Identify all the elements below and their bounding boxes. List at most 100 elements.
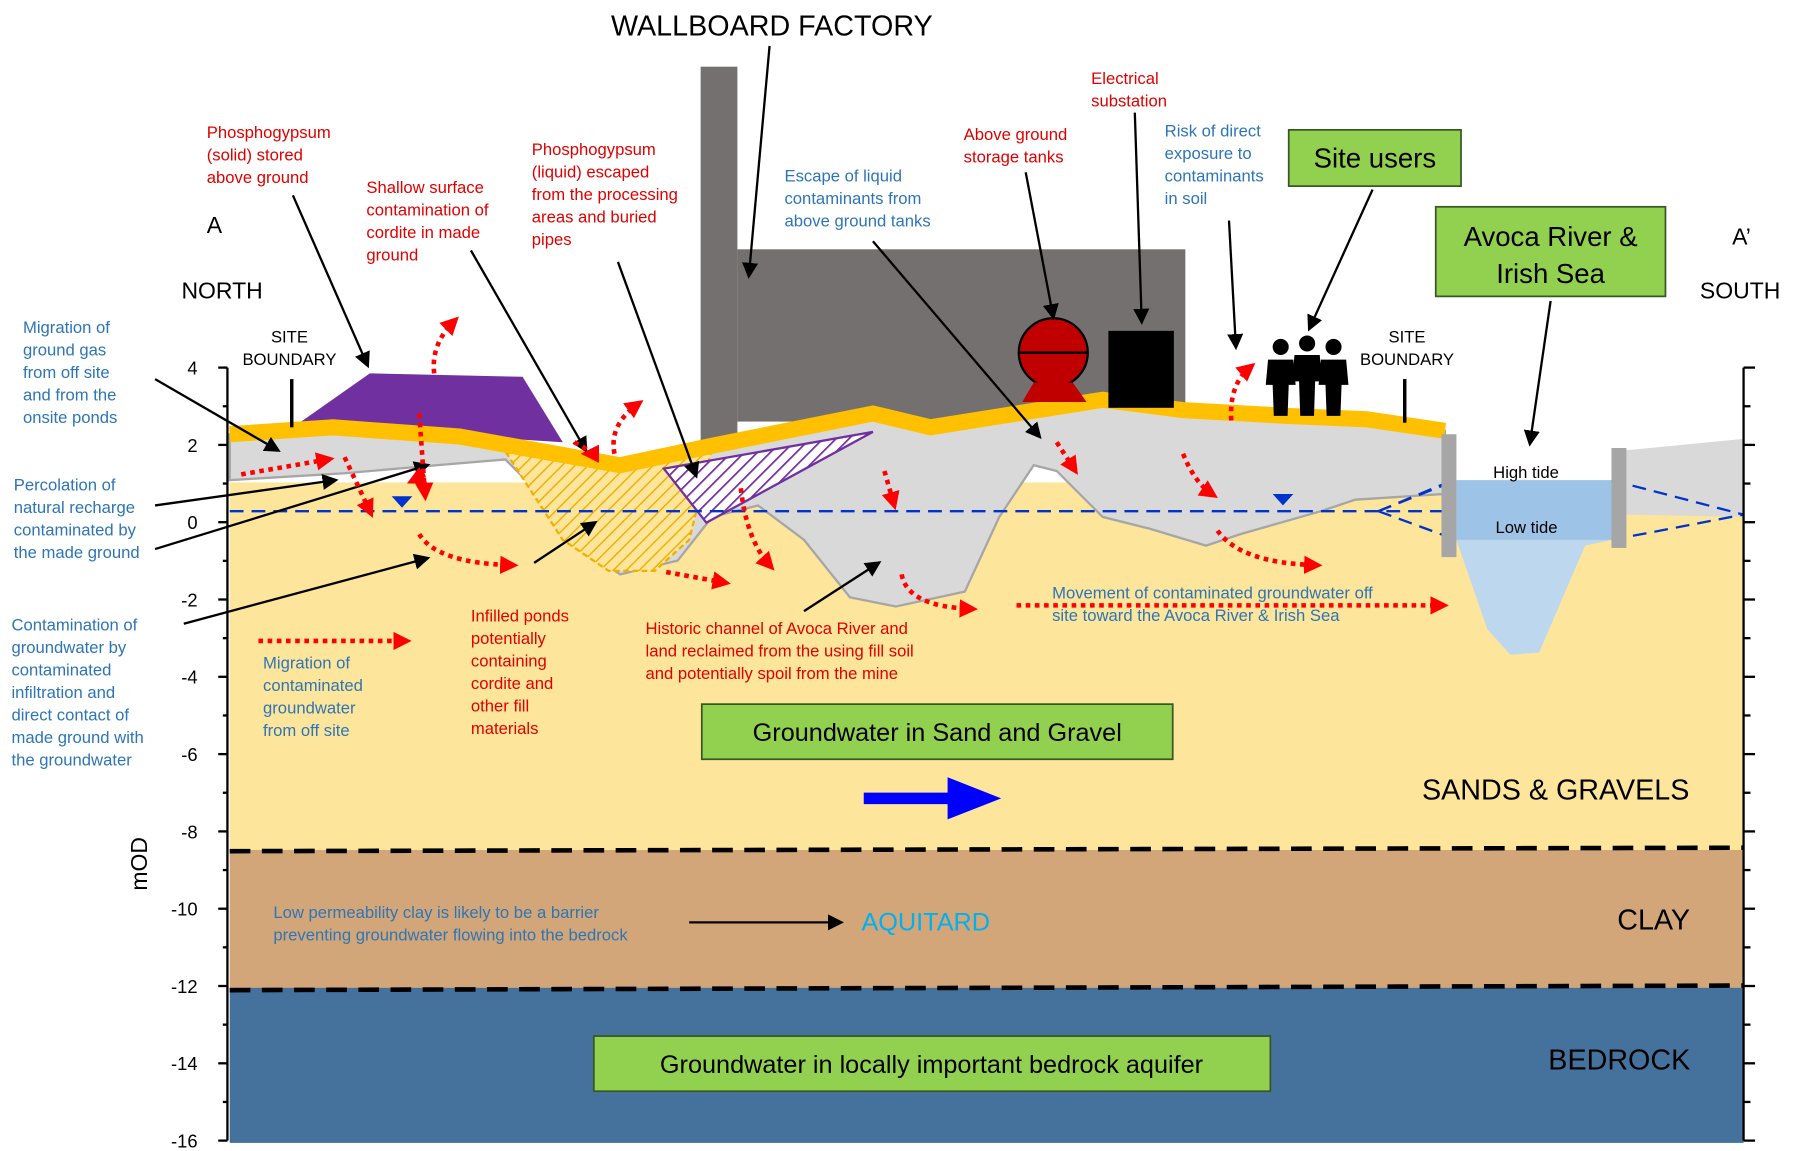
label-text: Electrical	[1091, 69, 1159, 88]
label-text: A	[207, 212, 223, 238]
label-text: CLAY	[1617, 904, 1690, 936]
flow-arrow	[614, 404, 638, 453]
label-text: Risk of direct	[1165, 122, 1262, 141]
label-text: contamination of	[366, 201, 488, 220]
label-text: made ground with	[11, 728, 143, 747]
label-text: cordite and	[471, 674, 553, 693]
label-text: Irish Sea	[1496, 258, 1605, 289]
label-text: BOUNDARY	[242, 350, 336, 369]
label-text: contaminants from	[784, 189, 921, 208]
label-text: onsite ponds	[23, 408, 117, 427]
label-text: land reclaimed from the using fill soil	[646, 642, 914, 661]
wall	[1441, 434, 1456, 557]
label-text: SANDS & GRAVELS	[1422, 774, 1689, 806]
label-text: areas and buried	[532, 208, 657, 227]
cross-section: 420-2-4-6-8-10-12-14-16mOD ANORTHA’SOUTH…	[0, 0, 1801, 1151]
label-text: Contamination of	[11, 616, 137, 635]
tick-label: -8	[181, 821, 197, 842]
label-text: Movement of contaminated groundwater off	[1052, 583, 1373, 602]
label-text: (liquid) escaped	[532, 163, 649, 182]
label-text: groundwater	[263, 699, 356, 718]
label-text: contaminants	[1165, 167, 1264, 186]
label-text: from off site	[263, 721, 350, 740]
label-text: Low permeability clay is likely to be a …	[273, 903, 599, 922]
label-text: cordite in made	[366, 223, 480, 242]
label-text: Phosphogypsum	[532, 140, 656, 159]
pointer-arrow	[749, 46, 770, 276]
label-text: from the processing	[532, 185, 678, 204]
label-text: groundwater by	[11, 638, 126, 657]
pointer-arrow	[1309, 190, 1372, 329]
flow-arrow	[434, 322, 454, 374]
label-text: direct contact of	[11, 706, 129, 725]
chimney	[701, 67, 738, 446]
label-text: ground gas	[23, 341, 106, 360]
label-text: infiltration and	[11, 683, 115, 702]
pointer-arrow	[155, 379, 278, 450]
label-text: and potentially spoil from the mine	[646, 664, 899, 683]
label-text: site toward the Avoca River & Irish Sea	[1052, 606, 1340, 625]
label-text: High tide	[1493, 463, 1559, 482]
label-text: BOUNDARY	[1360, 350, 1454, 369]
label-text: the made ground	[14, 543, 140, 562]
label-text: SITE	[271, 327, 308, 346]
people	[1266, 335, 1349, 415]
label-text: ground	[366, 245, 418, 264]
tick-label: -10	[171, 899, 198, 920]
label-text: Migration of	[263, 654, 350, 673]
label-text: Avoca River &	[1464, 221, 1638, 252]
pointer-arrow	[1229, 221, 1236, 347]
label-text: contaminated	[11, 661, 111, 680]
tick-label: -2	[181, 589, 197, 610]
label-text: Groundwater in Sand and Gravel	[753, 719, 1122, 747]
label-text: other fill	[471, 696, 529, 715]
tick-label: -14	[171, 1053, 198, 1074]
label-text: Percolation of	[14, 476, 116, 495]
axis-label: mOD	[126, 837, 152, 891]
wall	[1611, 448, 1626, 548]
label-text: Historic channel of Avoca River and	[646, 619, 908, 638]
label-text: storage tanks	[964, 148, 1064, 167]
tick-label: 2	[187, 435, 197, 456]
title: WALLBOARD FACTORY	[611, 11, 933, 43]
label-text: natural recharge	[14, 498, 135, 517]
label-text: Infilled ponds	[471, 606, 569, 625]
label-text: (solid) stored	[207, 145, 303, 164]
label-text: pipes	[532, 230, 572, 249]
pointer-arrow	[618, 262, 696, 476]
label-text: SITE	[1389, 327, 1426, 346]
label-text: Site users	[1314, 143, 1436, 174]
tick-label: 0	[187, 512, 197, 533]
label-text: and from the	[23, 386, 116, 405]
label-text: from off site	[23, 363, 110, 382]
label-text: in soil	[1165, 189, 1208, 208]
tick-label: -16	[171, 1131, 198, 1151]
made-ground	[1626, 439, 1743, 517]
label-text: preventing groundwater flowing into the …	[273, 925, 628, 944]
label-text: BEDROCK	[1548, 1044, 1690, 1076]
tick-label: -6	[181, 744, 197, 765]
label-text: the groundwater	[11, 751, 132, 770]
label-text: potentially	[471, 629, 547, 648]
label-text: contaminated by	[14, 520, 137, 539]
label-text: containing	[471, 651, 547, 670]
label-text: contaminated	[263, 676, 363, 695]
label-text: substation	[1091, 91, 1167, 110]
tick-label: -12	[171, 976, 198, 997]
label-text: exposure to	[1165, 144, 1252, 163]
label-text: Escape of liquid	[784, 167, 901, 186]
label-text: SOUTH	[1700, 278, 1780, 304]
pointer-arrow	[1530, 301, 1551, 443]
label-text: Above ground	[964, 125, 1068, 144]
label-text: AQUITARD	[861, 908, 990, 936]
label-text: Low tide	[1495, 518, 1557, 537]
substation	[1108, 331, 1173, 408]
tick-label: 4	[187, 357, 197, 378]
label-text: A’	[1732, 224, 1751, 250]
label-text: NORTH	[181, 278, 262, 304]
label-text: materials	[471, 719, 539, 738]
label-text: Shallow surface	[366, 178, 483, 197]
label-text: above ground	[207, 168, 309, 187]
label-text: above ground tanks	[784, 211, 930, 230]
label-text: Groundwater in locally important bedrock…	[660, 1051, 1203, 1079]
